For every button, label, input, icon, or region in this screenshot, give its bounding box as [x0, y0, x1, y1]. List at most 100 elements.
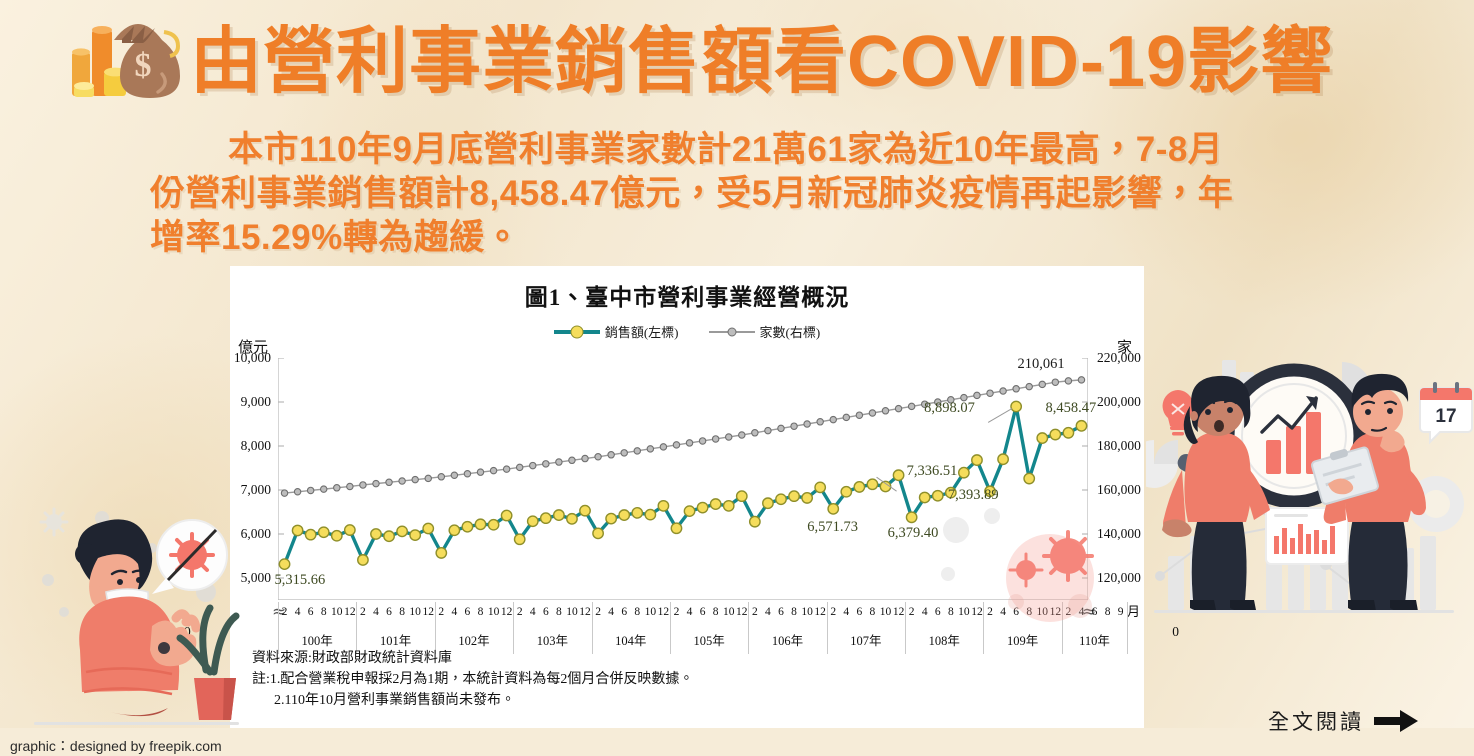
x-axis-tick: 6 [1013, 606, 1020, 618]
legend-line-count-icon [708, 327, 755, 336]
y-axis-tick-right: 180,000 [1097, 438, 1141, 453]
y-axis-tick-left: 7,000 [240, 482, 271, 497]
masked-woman-ok-gesture-illustration [34, 507, 240, 725]
x-axis-separator [983, 602, 985, 654]
x-axis-year-label: 104年 [615, 634, 647, 648]
x-axis-tick: 6 [621, 606, 628, 618]
legend-line-sales-icon [553, 325, 600, 338]
x-axis: 2 4 6 8 10 12 2 4 6 8 10 12 2 4 6 8 10 12 2 4 6 8 10 12 2 4 6 8 10 12… [278, 602, 1129, 660]
x-axis-tick: 8 [634, 606, 641, 618]
x-axis-tick: 10 [879, 606, 892, 618]
chart-panel: 圖1、臺中市營利事業經營概況 銷售額(左標) 家數(右標) 億元 家 月 10,… [184, 266, 1179, 732]
x-axis-tick: 4 [373, 606, 379, 618]
chart-legend: 銷售額(左標) 家數(右標) [230, 322, 1144, 341]
x-axis-tick: 2 [281, 606, 288, 618]
read-more-link[interactable]: 全文閱讀 [1268, 706, 1418, 736]
chart-data-label: 7,393.89 [947, 486, 999, 503]
x-axis-tick: 4 [1079, 606, 1085, 618]
x-axis-tick: 4 [686, 606, 693, 618]
chart-data-label: 6,571.73 [807, 518, 858, 535]
x-axis-tick: 12 [657, 606, 670, 618]
legend-label-count: 家數(右標) [759, 325, 821, 340]
svg-text:$: $ [135, 47, 152, 84]
x-axis-tick-row: 2 4 6 8 10 12 2 4 6 8 10 12 2 4 6 8 10 12 2 4 6 8 10 12 2 4 6 8 10 12… [278, 606, 1124, 628]
x-axis-tick: 4 [765, 606, 771, 618]
x-axis-tick: 10 [331, 606, 343, 618]
x-axis-tick: 8 [1104, 606, 1111, 618]
x-axis-year-label: 102年 [458, 634, 490, 648]
summary-line-2: 份營利事業銷售額計8,458.47億元，受5月新冠肺炎疫情再起影響，年 [150, 174, 1234, 213]
calendar-day-label: 17 [1435, 406, 1456, 427]
arrow-right-icon [1374, 710, 1418, 732]
legend-item-sales[interactable]: 銷售額(左標) [553, 322, 679, 341]
footnote-note-2: 2.110年10月營利事業銷售額尚未發布。 [274, 693, 515, 708]
x-axis-tick: 6 [464, 606, 471, 618]
chart-data-label: 6,379.40 [887, 525, 939, 542]
x-axis-year-label: 107年 [850, 634, 882, 648]
legend-label-sales: 銷售額(左標) [604, 325, 679, 340]
x-axis-tick: 8 [399, 606, 405, 618]
x-axis-separator [434, 602, 436, 654]
x-axis-tick: 10 [801, 606, 813, 618]
x-axis-separator [278, 602, 279, 654]
x-axis-tick: 8 [320, 606, 327, 618]
header: $ 由營利事業銷售額看COVID-19影響 [0, 0, 1474, 120]
y-axis-tick-right: 140,000 [1097, 526, 1141, 541]
page-title: 由營利事業銷售額看COVID-19影響 [190, 22, 1334, 102]
x-axis-tick: 4 [921, 606, 928, 618]
x-axis-year-label: 109年 [1007, 634, 1039, 648]
x-axis-tick: 9 [1117, 606, 1124, 618]
x-axis-separator [748, 602, 750, 654]
chart-footnotes: 資料來源:財政部財政統計資料庫 註:1.配合營業稅申報採2月為1期，本統計資料為… [252, 648, 1112, 711]
y-axis-zero-right: 0 [1172, 624, 1179, 639]
x-axis-tick: 6 [1091, 606, 1098, 618]
y-axis-unit-left: 億元 [238, 340, 269, 356]
x-axis-tick: 4 [529, 606, 536, 618]
x-axis-tick: 6 [307, 606, 314, 618]
x-axis-tick: 6 [778, 606, 784, 618]
x-axis-tick: 4 [843, 606, 850, 618]
x-axis-tick: 6 [934, 606, 941, 618]
x-axis-tick: 10 [722, 606, 735, 618]
x-axis-tick: 2 [1066, 606, 1072, 618]
x-axis-tick: 2 [673, 606, 680, 618]
y-axis-zero-left: 0 [184, 624, 191, 639]
x-axis-tick: 10 [644, 606, 657, 618]
x-axis-unit: 月 [1126, 604, 1140, 619]
summary-line-3: 增率15.29%轉為趨緩。 [150, 218, 521, 257]
x-axis-tick: 10 [958, 606, 970, 618]
x-axis-tick: 6 [386, 606, 392, 618]
covid-virus-cluster-icon [941, 508, 1094, 622]
summary-text: 本市110年9月底營利事業家數計21萬61家為近10年最高，7-8月 份營利事業… [150, 128, 1330, 260]
x-axis-tick: 2 [360, 606, 366, 618]
x-axis-tick: 10 [409, 606, 421, 618]
x-axis-tick: 12 [579, 606, 591, 618]
y-axis-tick-right: 200,000 [1097, 394, 1141, 409]
y-axis-tick-left: 9,000 [240, 394, 271, 409]
x-axis-separator [591, 602, 593, 654]
y-axis-unit-right: 家 [1116, 340, 1132, 356]
chart-title: 圖1、臺中市營利事業經營概況 [524, 285, 850, 310]
x-axis-tick: 2 [908, 606, 915, 618]
y-axis-tick-right: 220,000 [1097, 350, 1141, 365]
summary-line-1: 本市110年9月底營利事業家數計21萬61家為近10年最高，7-8月 [228, 130, 1224, 169]
x-axis-separator [1061, 602, 1063, 654]
x-axis-tick: 8 [477, 606, 484, 618]
x-axis-year-label: 110年 [1079, 634, 1110, 648]
x-axis-tick: 12 [500, 606, 513, 618]
x-axis-tick: 10 [1037, 606, 1049, 618]
x-axis-tick: 8 [869, 606, 876, 618]
x-axis-tick: 2 [516, 606, 523, 618]
x-axis-tick: 12 [1050, 606, 1062, 618]
people-analyzing-data-illustration: 17 [1146, 360, 1473, 613]
chart-data-label: 5,315.66 [274, 572, 326, 589]
footnote-note-1: 註:1.配合營業稅申報採2月為1期，本統計資料為每2個月合併反映數據。 [252, 672, 694, 687]
footnote-source: 資料來源:財政部財政統計資料庫 [252, 651, 452, 666]
x-axis-tick: 10 [566, 606, 578, 618]
x-axis-separator [513, 602, 515, 654]
chart-data-label: 7,336.51 [906, 463, 958, 480]
x-axis-tick: 8 [556, 606, 562, 618]
x-axis-separator [1127, 602, 1129, 654]
x-axis-year-label: 106年 [771, 634, 804, 648]
legend-item-count[interactable]: 家數(右標) [708, 322, 821, 341]
